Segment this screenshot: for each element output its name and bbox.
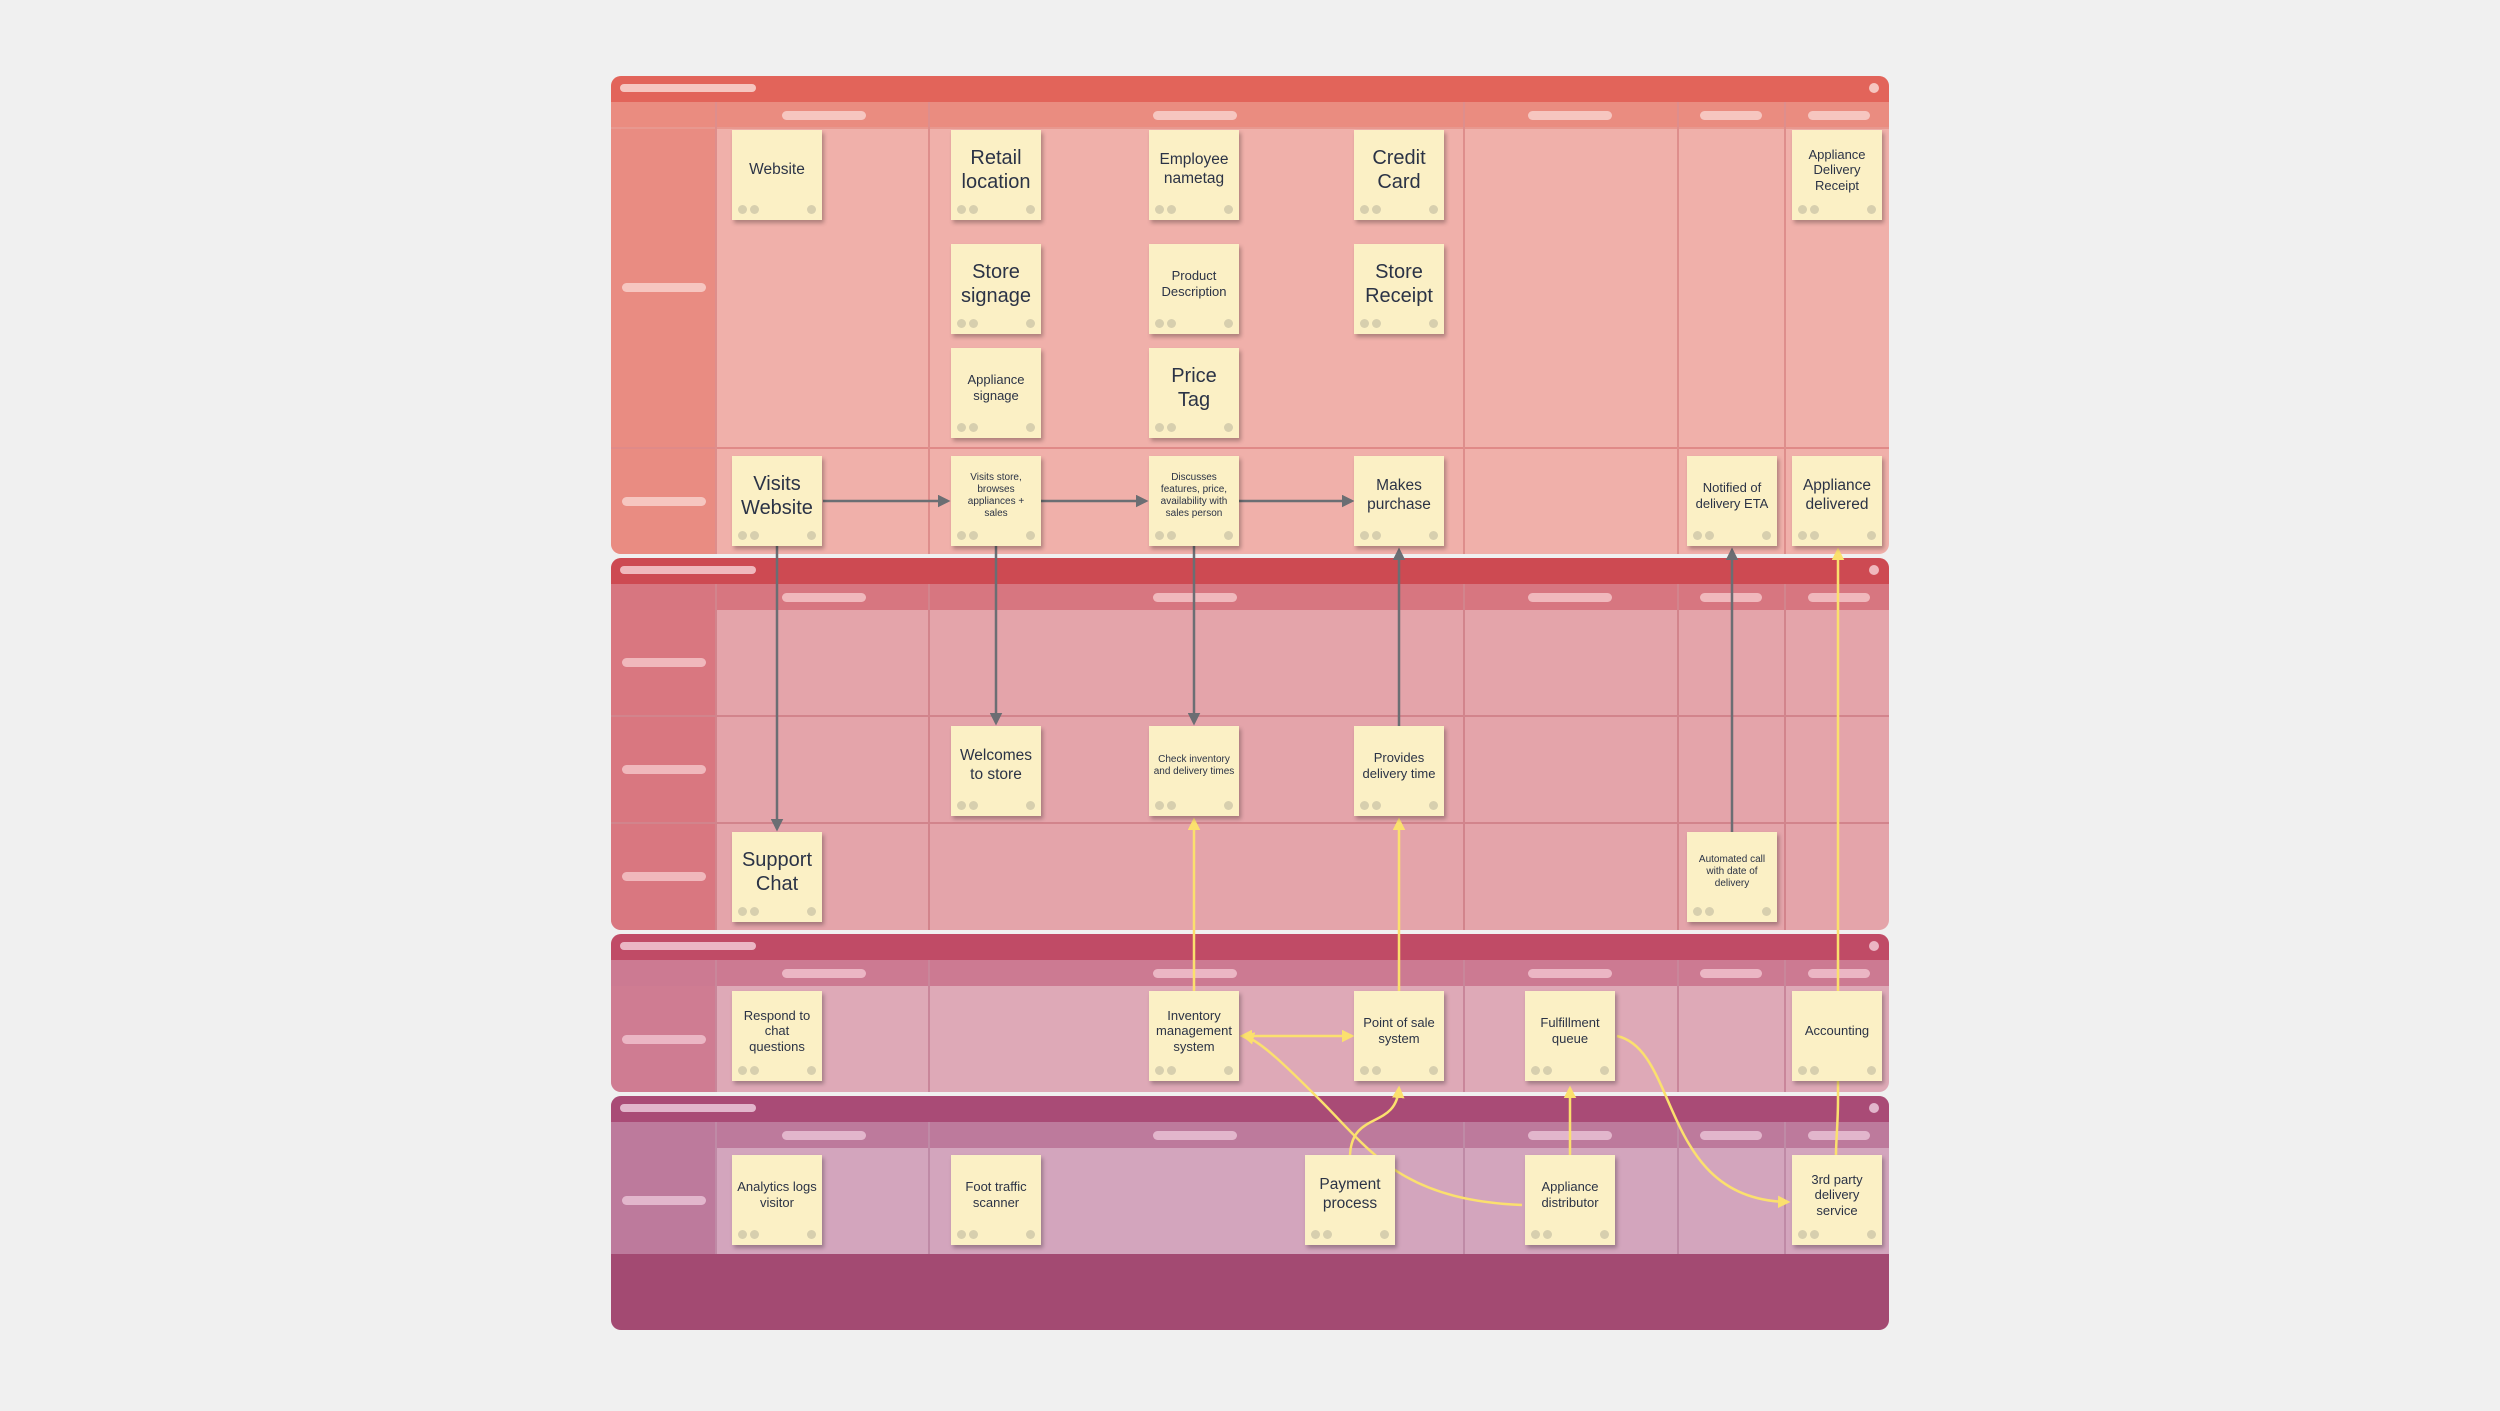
sticky-employee-nametag[interactable]: Employee nametag	[1149, 130, 1239, 220]
sticky-text: Provides delivery time	[1362, 750, 1436, 781]
gray-arrows	[770, 494, 1739, 832]
sticky-appliance-signage[interactable]: Appliance signage	[951, 348, 1041, 438]
sticky-store-receipt[interactable]: Store Receipt	[1354, 244, 1444, 334]
sticky-3rd-party-delivery[interactable]: 3rd party delivery service	[1792, 1155, 1882, 1245]
sticky-text: Visits store, browses appliances + sales	[967, 472, 1025, 519]
sticky-text: Appliance distributor	[1541, 1179, 1599, 1210]
yellow-arrows	[1187, 547, 1845, 1209]
sticky-store-signage[interactable]: Store signage	[951, 244, 1041, 334]
lane-section-employee	[611, 558, 1889, 930]
sticky-text: Support Chat	[741, 849, 813, 895]
sticky-text: Analytics logs visitor	[737, 1179, 817, 1210]
sticky-text: Inventory management system	[1156, 1007, 1232, 1054]
sticky-discusses-features[interactable]: Discusses features, price, availability …	[1149, 456, 1239, 546]
sticky-text: Product Description	[1161, 268, 1227, 299]
sticky-text: Employee nametag	[1159, 151, 1229, 187]
sticky-text: Point of sale system	[1363, 1015, 1435, 1046]
sticky-visits-store[interactable]: Visits store, browses appliances + sales	[951, 456, 1041, 546]
sticky-text: Accounting	[1804, 1023, 1870, 1039]
sticky-price-tag[interactable]: Price Tag	[1149, 348, 1239, 438]
sticky-text: Makes purchase	[1367, 477, 1431, 513]
sticky-provides-delivery-time[interactable]: Provides delivery time	[1354, 726, 1444, 816]
sticky-notified-delivery-eta[interactable]: Notified of delivery ETA	[1687, 456, 1777, 546]
sticky-text: Website	[749, 160, 805, 178]
sticky-welcomes-to-store[interactable]: Welcomes to store	[951, 726, 1041, 816]
sticky-inventory-management-system[interactable]: Inventory management system	[1149, 991, 1239, 1081]
sticky-text: Credit Card	[1372, 147, 1426, 193]
sticky-text: Respond to chat questions	[743, 1007, 811, 1054]
sticky-respond-chat-questions[interactable]: Respond to chat questions	[732, 991, 822, 1081]
sticky-text: Visits Website	[741, 473, 813, 519]
sticky-text: Automated call with date of delivery	[1698, 854, 1766, 889]
sticky-text: Notified of delivery ETA	[1695, 480, 1769, 511]
sticky-payment-process[interactable]: Payment process	[1305, 1155, 1395, 1245]
sticky-point-of-sale-system[interactable]: Point of sale system	[1354, 991, 1444, 1081]
sticky-text: Store signage	[960, 261, 1032, 307]
sticky-support-chat[interactable]: Support Chat	[732, 832, 822, 922]
sticky-check-inventory[interactable]: Check inventory and delivery times	[1149, 726, 1239, 816]
sticky-text: Discusses features, price, availability …	[1160, 472, 1228, 519]
sticky-product-description[interactable]: Product Description	[1149, 244, 1239, 334]
arrow-payment-to-pos	[1348, 1085, 1405, 1156]
sticky-text: Payment process	[1319, 1176, 1381, 1212]
lane-section-customer	[611, 76, 1889, 554]
sticky-fulfillment-queue[interactable]: Fulfillment queue	[1525, 991, 1615, 1081]
sticky-makes-purchase[interactable]: Makes purchase	[1354, 456, 1444, 546]
arrow-3rd-party-to-appliance-delivered	[1831, 547, 1845, 1156]
sticky-automated-call[interactable]: Automated call with date of delivery	[1687, 832, 1777, 922]
sticky-text: Store Receipt	[1365, 261, 1433, 307]
sticky-text: Fulfillment queue	[1540, 1015, 1600, 1046]
arrow-distributor-to-inventory	[1241, 1032, 1523, 1207]
sticky-foot-traffic-scanner[interactable]: Foot traffic scanner	[951, 1155, 1041, 1245]
arrow-fulfillment-to-3rd-party	[1616, 1034, 1791, 1209]
sticky-appliance-distributor[interactable]: Appliance distributor	[1525, 1155, 1615, 1245]
sticky-text: Appliance signage	[967, 372, 1025, 403]
sticky-appliance-delivery-receipt[interactable]: Appliance Delivery Receipt	[1792, 130, 1882, 220]
sticky-text: Appliance delivered	[1802, 477, 1872, 513]
sticky-website[interactable]: Website	[732, 130, 822, 220]
sticky-analytics-logs-visitor[interactable]: Analytics logs visitor	[732, 1155, 822, 1245]
sticky-text: Price Tag	[1171, 365, 1217, 411]
sticky-text: Check inventory and delivery times	[1153, 754, 1235, 777]
sticky-text: Retail location	[961, 147, 1031, 193]
sticky-text: 3rd party delivery service	[1811, 1171, 1863, 1218]
sticky-appliance-delivered[interactable]: Appliance delivered	[1792, 456, 1882, 546]
sticky-text: Appliance Delivery Receipt	[1808, 146, 1866, 193]
sticky-retail-location[interactable]: Retail location	[951, 130, 1041, 220]
sticky-visits-website[interactable]: Visits Website	[732, 456, 822, 546]
sticky-accounting[interactable]: Accounting	[1792, 991, 1882, 1081]
sticky-text: Foot traffic scanner	[965, 1179, 1027, 1210]
sticky-text: Welcomes to store	[959, 747, 1033, 783]
sticky-credit-card[interactable]: Credit Card	[1354, 130, 1444, 220]
